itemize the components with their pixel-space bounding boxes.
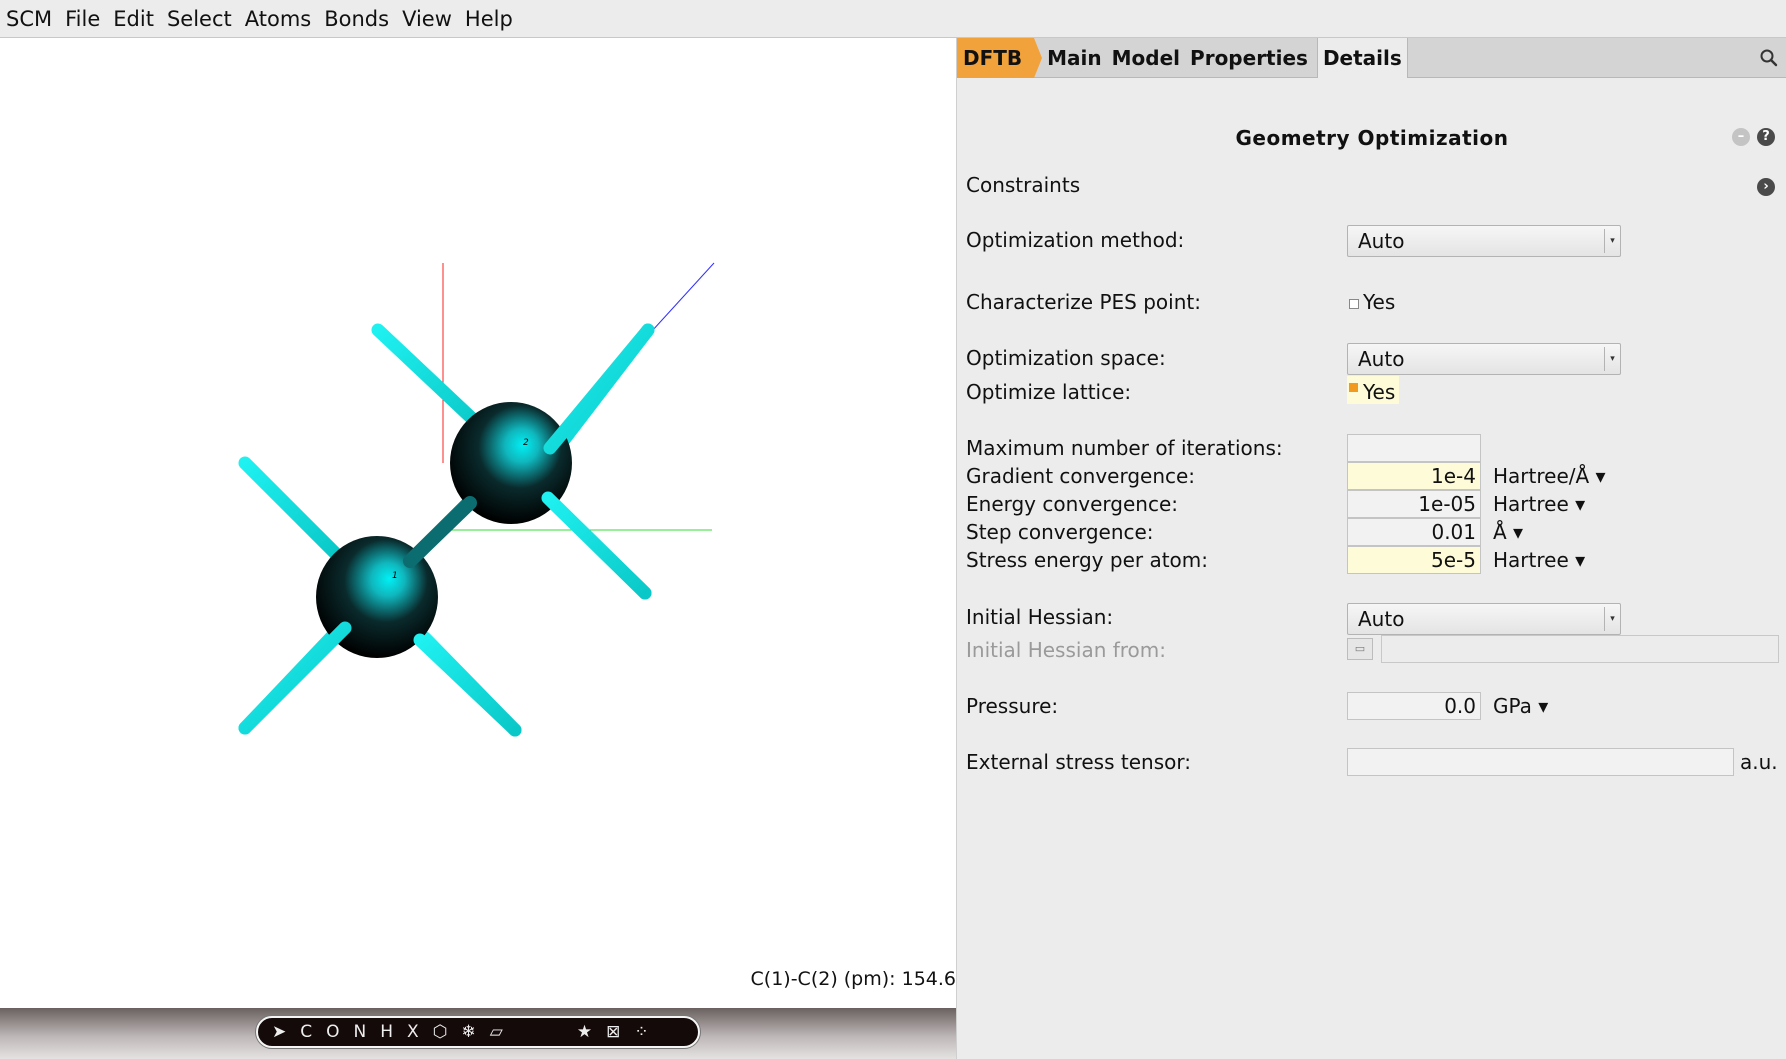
atom-c2[interactable] — [450, 402, 572, 524]
characterize-pes-option: Yes — [1363, 290, 1396, 314]
bond-c1-h-upper-left[interactable] — [238, 456, 342, 560]
chevron-down-icon: ▾ — [1604, 347, 1620, 371]
external-stress-field[interactable] — [1347, 748, 1734, 776]
menu-file[interactable]: File — [65, 6, 101, 31]
ring-icon[interactable]: ⬡ — [432, 1021, 448, 1042]
optimization-space-value: Auto — [1358, 347, 1405, 371]
star-icon[interactable]: ★ — [576, 1021, 593, 1042]
atom-palette: ➤ C O N H X ⬡ ❄ ▱ ★ ⊠ ⁘ — [256, 1016, 700, 1048]
menu-bonds[interactable]: Bonds — [324, 6, 390, 31]
menu-bar: SCM File Edit Select Atoms Bonds View He… — [0, 0, 1786, 38]
search-icon[interactable] — [1759, 48, 1779, 68]
dots-icon[interactable]: ⁘ — [634, 1021, 649, 1042]
bond-c1-h-front-right[interactable] — [413, 633, 522, 737]
tab-details[interactable]: Details — [1316, 37, 1408, 78]
initial-hessian-value: Auto — [1358, 607, 1405, 631]
gradient-convergence-label: Gradient convergence: — [966, 464, 1196, 488]
tab-engine[interactable]: DFTB — [957, 37, 1043, 78]
settings-panel: DFTB Main Model Properties Details Geome… — [956, 37, 1786, 1059]
bond-c2-h-front-upper[interactable] — [543, 323, 655, 455]
help-icon[interactable]: ? — [1757, 128, 1775, 146]
constraints-link[interactable]: Constraints — [966, 173, 1081, 197]
molecule-viewport[interactable]: 1 2 C(1)-C(2) (pm): 154.6 — [0, 38, 956, 1008]
pressure-label: Pressure: — [966, 694, 1059, 718]
initial-hessian-select[interactable]: Auto ▾ — [1347, 603, 1621, 635]
atom-label-c1: 1 — [392, 571, 398, 581]
plane-icon[interactable]: ▱ — [489, 1021, 503, 1042]
element-n-button[interactable]: N — [353, 1021, 367, 1042]
panel-title: Geometry Optimization — [1235, 126, 1509, 150]
initial-hessian-from-field[interactable] — [1381, 635, 1779, 663]
optimization-method-value: Auto — [1358, 229, 1405, 253]
menu-help[interactable]: Help — [464, 6, 513, 31]
stress-energy-unit[interactable]: Hartree ▾ — [1493, 548, 1586, 572]
tab-properties[interactable]: Properties — [1190, 45, 1308, 70]
atom-label-c2: 2 — [523, 438, 529, 448]
step-convergence-field[interactable]: 0.01 — [1347, 518, 1481, 546]
optimization-method-select[interactable]: Auto ▾ — [1347, 225, 1621, 257]
menu-view[interactable]: View — [402, 6, 452, 31]
optimize-lattice-checkbox[interactable] — [1349, 383, 1358, 392]
step-convergence-unit[interactable]: Å ▾ — [1493, 520, 1524, 544]
snowflake-icon[interactable]: ❄ — [461, 1021, 476, 1042]
stress-energy-field[interactable]: 5e-5 — [1347, 546, 1481, 574]
chevron-right-icon[interactable]: › — [1757, 178, 1775, 196]
energy-convergence-label: Energy convergence: — [966, 492, 1179, 516]
gradient-convergence-field[interactable]: 1e-4 — [1347, 462, 1481, 490]
optimization-space-label: Optimization space: — [966, 346, 1166, 370]
characterize-pes-label: Characterize PES point: — [966, 290, 1201, 314]
energy-convergence-field[interactable]: 1e-05 — [1347, 490, 1481, 518]
element-h-button[interactable]: H — [380, 1021, 394, 1042]
tab-model[interactable]: Model — [1111, 45, 1181, 70]
molecule-scene[interactable]: 1 2 — [0, 38, 956, 1008]
bond-c2-h-upper-left[interactable] — [371, 323, 487, 433]
initial-hessian-from-label: Initial Hessian from: — [966, 638, 1167, 662]
pressure-unit[interactable]: GPa ▾ — [1493, 694, 1549, 718]
optimization-space-select[interactable]: Auto ▾ — [1347, 343, 1621, 375]
step-convergence-label: Step convergence: — [966, 520, 1154, 544]
initial-hessian-label: Initial Hessian: — [966, 605, 1114, 629]
optimize-lattice-label: Optimize lattice: — [966, 380, 1132, 404]
external-stress-label: External stress tensor: — [966, 750, 1191, 774]
element-c-button[interactable]: C — [300, 1021, 313, 1042]
panel-tab-bar: DFTB Main Model Properties Details — [957, 37, 1786, 78]
optimization-method-label: Optimization method: — [966, 228, 1185, 252]
menu-select[interactable]: Select — [166, 6, 232, 31]
energy-convergence-unit[interactable]: Hartree ▾ — [1493, 492, 1586, 516]
element-o-button[interactable]: O — [326, 1021, 340, 1042]
stress-energy-label: Stress energy per atom: — [966, 548, 1209, 572]
collapse-icon[interactable]: – — [1732, 128, 1750, 146]
max-iterations-field[interactable] — [1347, 434, 1481, 462]
bond-c2-h-front[interactable] — [541, 491, 652, 600]
chevron-down-icon: ▾ — [1604, 229, 1620, 253]
menu-atoms[interactable]: Atoms — [244, 6, 312, 31]
element-x-button[interactable]: X — [407, 1021, 419, 1042]
menu-scm[interactable]: SCM — [6, 6, 53, 31]
cursor-icon[interactable]: ➤ — [272, 1021, 287, 1042]
bond-c1-c2-front[interactable] — [403, 496, 477, 568]
bond-length-readout: C(1)-C(2) (pm): 154.6 — [750, 968, 956, 990]
chevron-down-icon: ▾ — [1604, 607, 1620, 631]
bond-c1-h-front-left[interactable] — [238, 621, 352, 735]
gradient-convergence-unit[interactable]: Hartree/Å ▾ — [1493, 464, 1606, 488]
menu-edit[interactable]: Edit — [113, 6, 154, 31]
tab-main[interactable]: Main — [1047, 45, 1102, 70]
optimize-lattice-option: Yes — [1363, 380, 1396, 404]
axis-z-line — [651, 262, 715, 332]
external-stress-unit: a.u. — [1740, 750, 1778, 774]
folder-icon[interactable]: ▭ — [1347, 638, 1373, 660]
max-iterations-label: Maximum number of iterations: — [966, 436, 1283, 460]
frame-icon[interactable]: ⊠ — [606, 1021, 621, 1042]
characterize-pes-checkbox[interactable] — [1349, 299, 1359, 309]
pressure-field[interactable]: 0.0 — [1347, 692, 1481, 720]
